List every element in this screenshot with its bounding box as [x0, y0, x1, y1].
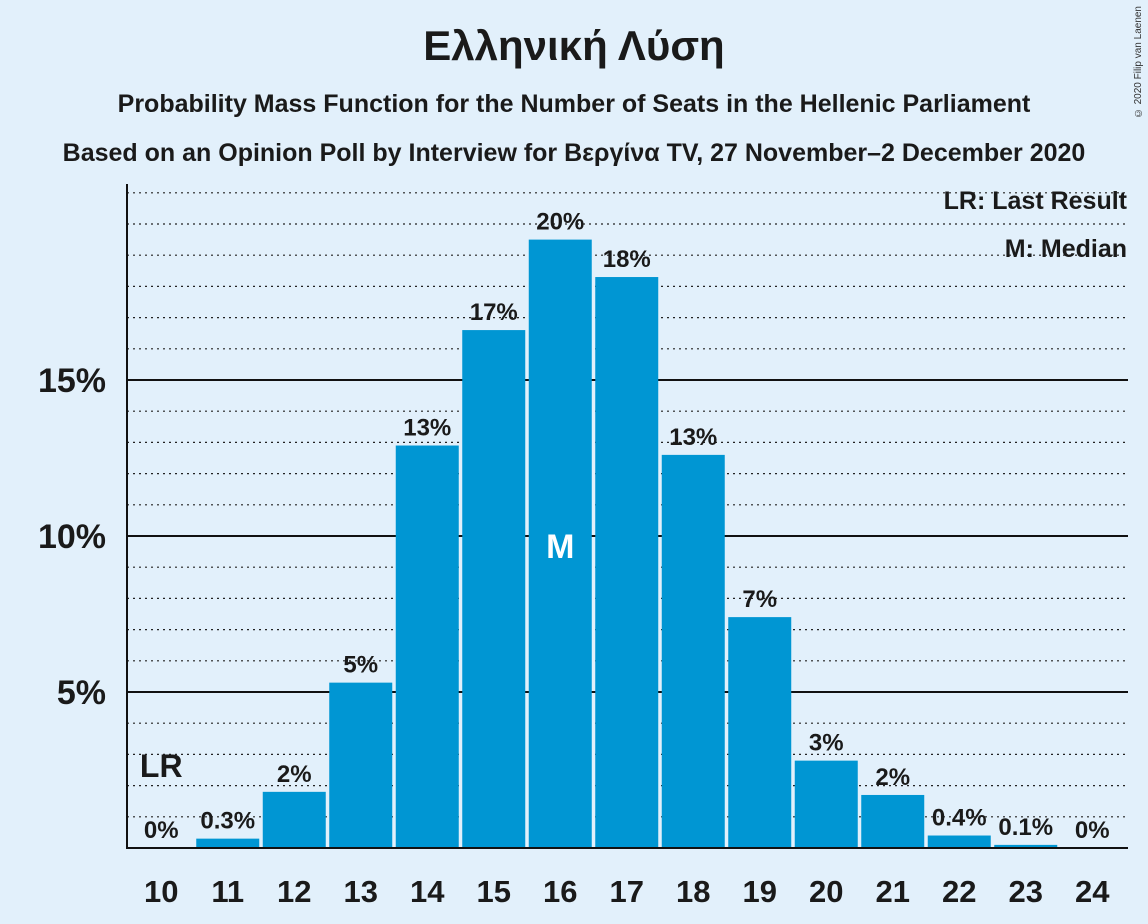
last-result-marker: LR: [140, 748, 183, 784]
legend-last-result: LR: Last Result: [944, 187, 1128, 215]
data-label: 3%: [809, 730, 844, 757]
x-tick-label: 15: [477, 874, 511, 909]
data-label: 0%: [1075, 817, 1110, 844]
bar: [196, 838, 260, 848]
bar: [861, 794, 925, 848]
data-label: 0.4%: [932, 805, 987, 832]
bar: [262, 791, 326, 848]
y-tick-label: 5%: [57, 674, 106, 712]
data-label: 0.1%: [998, 814, 1053, 841]
x-tick-label: 20: [809, 874, 843, 909]
x-tick-label: 21: [876, 874, 910, 909]
legend-median: M: Median: [1005, 235, 1127, 263]
bar: [528, 239, 592, 849]
x-tick-label: 12: [277, 874, 311, 909]
x-tick-label: 23: [1009, 874, 1043, 909]
x-tick-label: 18: [676, 874, 710, 909]
data-label: 13%: [403, 415, 451, 442]
x-tick-label: 24: [1075, 874, 1110, 909]
x-tick-label: 17: [610, 874, 644, 909]
bar: [994, 844, 1058, 848]
bar: [927, 835, 991, 848]
x-tick-label: 16: [543, 874, 577, 909]
bar: [728, 617, 792, 848]
x-tick-label: 11: [211, 874, 244, 909]
x-tick-label: 13: [344, 874, 378, 909]
data-label: 18%: [603, 246, 651, 273]
x-tick-label: 10: [144, 874, 178, 909]
chart-subtitle-2: Based on an Opinion Poll by Interview fo…: [62, 139, 1086, 167]
bar: [794, 760, 858, 848]
chart-title: Ελληνική Λύση: [423, 22, 725, 69]
x-tick-label: 22: [942, 874, 976, 909]
data-label: 17%: [470, 299, 518, 326]
median-marker: M: [546, 528, 574, 566]
data-label: 5%: [343, 652, 378, 679]
chart-subtitle-1: Probability Mass Function for the Number…: [117, 90, 1031, 118]
bar: [661, 454, 725, 848]
data-label: 2%: [875, 764, 910, 791]
data-label: 2%: [277, 761, 312, 788]
x-tick-label: 19: [743, 874, 777, 909]
y-tick-label: 10%: [38, 518, 106, 556]
bar: [329, 682, 393, 848]
bar: [462, 330, 526, 849]
data-label: 7%: [742, 586, 777, 613]
data-label: 0.3%: [200, 808, 255, 835]
bar: [395, 445, 459, 848]
data-label: 0%: [144, 817, 179, 844]
y-tick-label: 15%: [38, 362, 106, 400]
x-tick-label: 14: [410, 874, 445, 909]
data-label: 20%: [536, 209, 584, 236]
data-label: 13%: [669, 424, 717, 451]
bar: [595, 277, 659, 848]
